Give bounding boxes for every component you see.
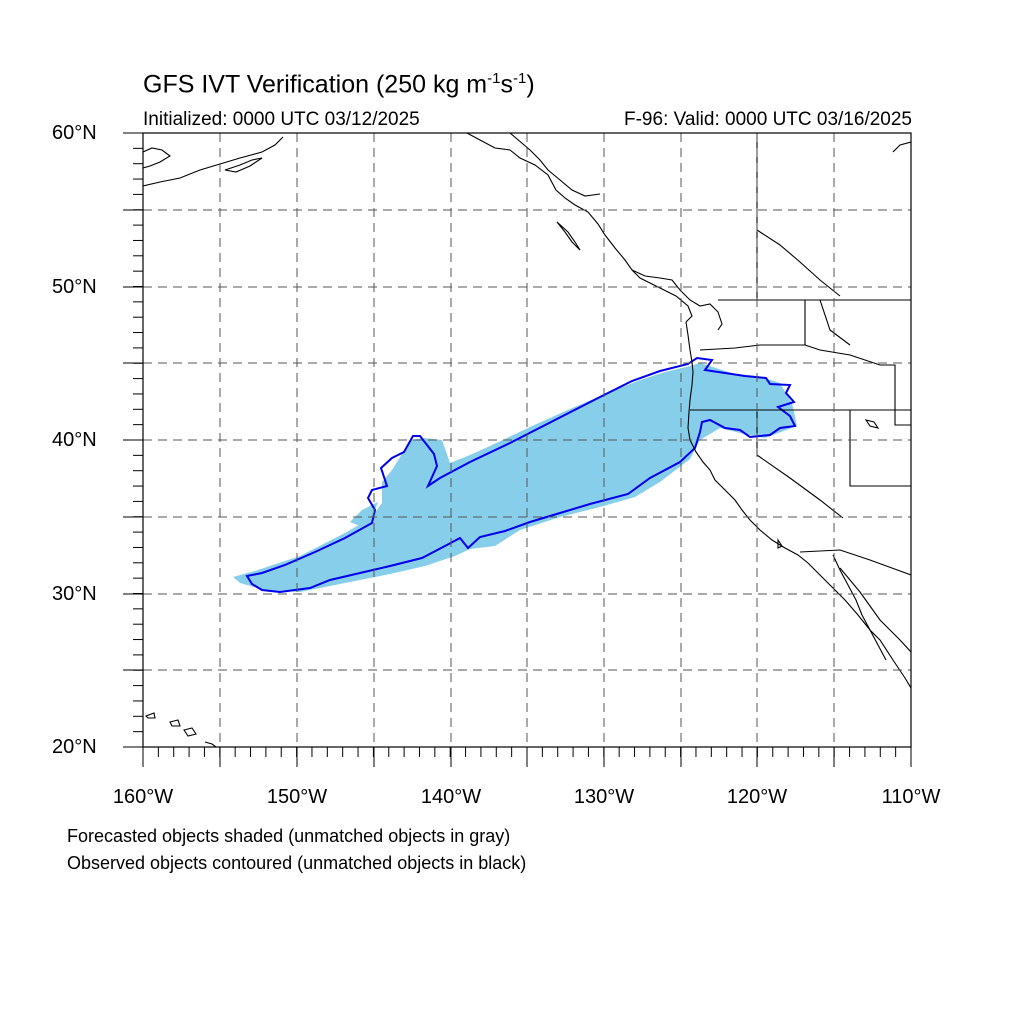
forecast-object-shade [233, 363, 797, 592]
lat-label-40n: 40°N [52, 429, 97, 451]
lon-label-150w: 150°W [266, 786, 328, 808]
title-exponent-1: -1 [487, 70, 501, 87]
observed-object-contour [245, 356, 797, 594]
forecast-object-shade-west-lobe [350, 502, 378, 526]
lon-label-120w: 120°W [726, 786, 788, 808]
initialized-label: Initialized: 0000 UTC 03/12/2025 [143, 109, 420, 130]
lon-label-160w: 160°W [112, 786, 174, 808]
lat-label-30n: 30°N [52, 583, 97, 605]
forecast-legend-note: Forecasted objects shaded (unmatched obj… [67, 826, 511, 846]
lat-label-20n: 20°N [52, 736, 97, 758]
lon-label-110w: 110°W [881, 786, 941, 808]
title-exponent-2: -1 [512, 70, 527, 87]
lon-label-130w: 130°W [573, 786, 635, 808]
title-close: ) [526, 70, 535, 99]
title-unit-s: s [500, 70, 513, 99]
map-title: GFS IVT Verification (250 kg m-1s-1) [143, 70, 535, 99]
lat-label-50n: 50°N [52, 276, 97, 298]
axis-minor-ticks [133, 132, 912, 757]
lat-label-60n: 60°N [52, 122, 97, 144]
graticule [143, 133, 911, 747]
valid-time-label: F-96: Valid: 0000 UTC 03/16/2025 [624, 109, 912, 130]
title-text: GFS IVT Verification (250 kg m [143, 70, 488, 99]
lon-label-140w: 140°W [420, 786, 482, 808]
observed-legend-note: Observed objects contoured (unmatched ob… [67, 853, 527, 873]
